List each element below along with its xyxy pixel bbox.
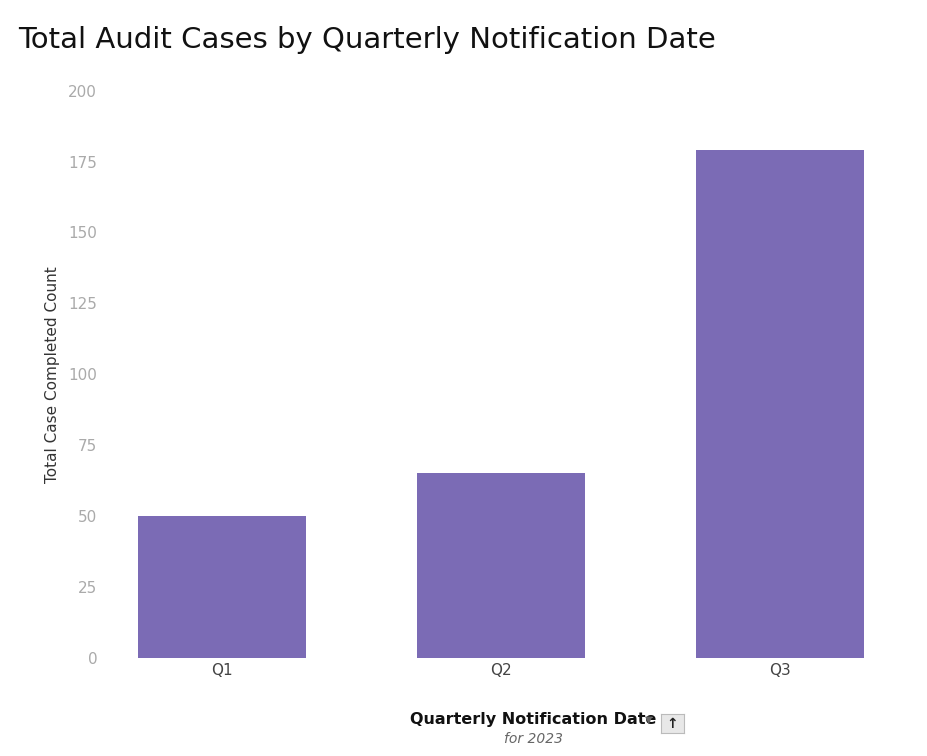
Bar (417, 473, 584, 658)
Text: Total Audit Cases by Quarterly Notification Date: Total Audit Cases by Quarterly Notificat… (19, 26, 716, 54)
Text: Quarterly Notification Date: Quarterly Notification Date (410, 712, 656, 727)
Y-axis label: Total Case Completed Count: Total Case Completed Count (45, 266, 60, 482)
Text: ↑: ↑ (666, 717, 678, 731)
Bar (138, 516, 306, 658)
Text: for 2023: for 2023 (503, 733, 563, 746)
Bar (695, 150, 863, 658)
Text: ▼: ▼ (644, 714, 652, 725)
